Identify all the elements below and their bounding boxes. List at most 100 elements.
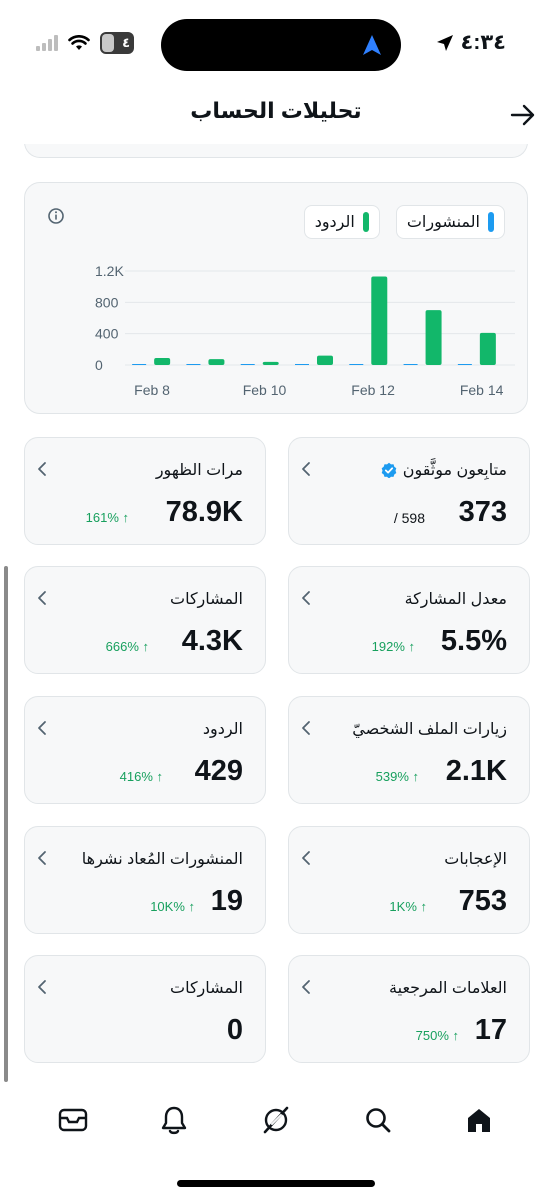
chevron-left-icon xyxy=(302,980,310,994)
page-title: تحليلات الحساب xyxy=(190,98,362,123)
metric-value: 2.1K xyxy=(445,755,507,787)
legend-replies-label: الردود xyxy=(314,214,355,231)
legend-replies-swatch xyxy=(362,212,369,232)
wifi-icon xyxy=(68,35,90,50)
chevron-left-icon xyxy=(302,462,310,476)
metric-value: 17 xyxy=(474,1014,507,1046)
bar-replies xyxy=(479,332,496,365)
metric-label: الإعجابات xyxy=(444,849,507,869)
y-tick-label: 800 xyxy=(95,294,119,310)
bottom-nav xyxy=(0,1090,552,1150)
bar-chart: 0 400 800 1.2K Feb 8 Feb 10 Feb 12 Feb 14 xyxy=(95,263,515,398)
battery-icon: ٤ xyxy=(100,32,134,54)
metric-label-text: العلامات المرجعية xyxy=(389,980,507,997)
metric-label-text: الإعجابات xyxy=(444,851,507,868)
metric-value: 19 xyxy=(210,885,243,917)
chevron-left-icon xyxy=(302,591,310,605)
chevron-left-icon xyxy=(38,591,46,605)
metric-value: 753 xyxy=(458,885,507,917)
clock-group: ٤:٣٤ xyxy=(435,30,506,55)
metric-label-text: مرات الظهور xyxy=(155,462,243,479)
chevron-left-icon xyxy=(38,980,46,994)
search-icon xyxy=(365,1108,390,1133)
x-tick-label: Feb 12 xyxy=(351,382,395,398)
back-button[interactable] xyxy=(506,98,540,132)
x-tick-label: Feb 8 xyxy=(134,382,170,398)
metric-label-text: معدل المشاركة xyxy=(404,591,507,608)
metric-change: 10K% ↑ xyxy=(150,899,195,914)
chart-legend: المنشورات الردود xyxy=(303,205,505,239)
metric-label: مرات الظهور xyxy=(156,460,243,480)
metric-change: 416% ↑ xyxy=(119,769,163,784)
y-tick-label: 1.2K xyxy=(95,263,124,279)
nav-grok[interactable] xyxy=(254,1098,298,1142)
metric-change: 192% ↑ xyxy=(371,639,415,654)
metric-change: 539% ↑ xyxy=(375,769,419,784)
metric-label: زيارات الملف الشخصيّ xyxy=(352,719,507,739)
metric-card-shares[interactable]: المشاركات 0 xyxy=(24,955,266,1063)
metric-label: المشاركات xyxy=(170,978,243,998)
header-background xyxy=(0,82,552,144)
metric-value: 373 xyxy=(458,496,507,528)
metric-label-text: الردود xyxy=(202,721,243,738)
metric-label: العلامات المرجعية xyxy=(389,978,507,998)
metric-card-engagements[interactable]: المشاركات 4.3K 666% ↑ xyxy=(24,566,266,674)
metric-label-text: المنشورات المُعاد نشرها xyxy=(81,851,243,868)
bar-replies xyxy=(425,310,442,365)
metric-card-reposts[interactable]: المنشورات المُعاد نشرها 19 10K% ↑ xyxy=(24,826,266,934)
metric-label: معدل المشاركة xyxy=(405,589,507,609)
metric-card-impressions[interactable]: مرات الظهور 78.9K 161% ↑ xyxy=(24,437,266,545)
metric-total: / 598 xyxy=(393,510,425,526)
legend-posts[interactable]: المنشورات xyxy=(395,205,505,239)
arrow-right-icon xyxy=(510,104,535,126)
metric-value: 429 xyxy=(194,755,243,787)
status-time: ٤:٣٤ xyxy=(460,31,506,54)
metric-label: المنشورات المُعاد نشرها xyxy=(82,849,243,869)
metric-label-text: المشاركات xyxy=(170,980,243,997)
bar-replies xyxy=(317,355,333,365)
page-header: تحليلات الحساب xyxy=(0,92,552,138)
legend-posts-label: المنشورات xyxy=(406,214,480,231)
metric-change: 161% ↑ xyxy=(85,510,129,525)
status-icons: ٤ xyxy=(36,32,134,54)
metric-value: 5.5% xyxy=(440,625,507,657)
location-arrow-icon xyxy=(436,34,453,51)
bell-icon xyxy=(162,1106,187,1135)
metric-card-replies[interactable]: الردود 429 416% ↑ xyxy=(24,696,266,804)
metric-label-text: زيارات الملف الشخصيّ xyxy=(352,721,507,738)
chart-card: 0 400 800 1.2K Feb 8 Feb 10 Feb 12 Feb 14 المنش… xyxy=(24,182,528,414)
metric-card-likes[interactable]: الإعجابات 753 1K% ↑ xyxy=(288,826,530,934)
metric-card-verified-followers[interactable]: متابِعون موثَّقون 373 / 598 xyxy=(288,437,530,545)
home-icon xyxy=(468,1109,491,1132)
home-indicator xyxy=(177,1180,375,1187)
metric-change: 750% ↑ xyxy=(415,1028,459,1043)
nav-notifications[interactable] xyxy=(152,1098,196,1142)
metric-label-text: المشاركات xyxy=(170,591,243,608)
bar-replies xyxy=(262,361,279,365)
metric-card-profile-visits[interactable]: زيارات الملف الشخصيّ 2.1K 539% ↑ xyxy=(288,696,530,804)
chevron-left-icon xyxy=(302,851,310,865)
metric-label: المشاركات xyxy=(170,589,243,609)
nav-home[interactable] xyxy=(457,1098,501,1142)
scroll-indicator xyxy=(4,566,8,1082)
chevron-left-icon xyxy=(38,721,46,735)
y-tick-label: 400 xyxy=(95,326,119,342)
cellular-signal-icon xyxy=(36,35,58,51)
verified-badge-icon xyxy=(381,462,396,478)
metric-value: 4.3K xyxy=(181,625,243,657)
info-icon[interactable] xyxy=(47,207,65,225)
bar-replies xyxy=(154,357,171,365)
metric-card-bookmarks[interactable]: العلامات المرجعية 17 750% ↑ xyxy=(288,955,530,1063)
battery-level: ٤ xyxy=(122,35,130,50)
metric-change: 1K% ↑ xyxy=(389,899,427,914)
x-tick-label: Feb 14 xyxy=(460,382,504,398)
metric-value: 0 xyxy=(226,1014,243,1046)
bar-replies xyxy=(371,276,388,365)
y-tick-label: 0 xyxy=(95,357,103,373)
legend-posts-swatch xyxy=(488,212,494,232)
status-bar: ٤:٣٤ ٤ xyxy=(0,0,552,90)
legend-replies[interactable]: الردود xyxy=(303,205,380,239)
nav-messages[interactable] xyxy=(51,1098,95,1142)
metric-card-engagement-rate[interactable]: معدل المشاركة 5.5% 192% ↑ xyxy=(288,566,530,674)
nav-search[interactable] xyxy=(356,1098,400,1142)
